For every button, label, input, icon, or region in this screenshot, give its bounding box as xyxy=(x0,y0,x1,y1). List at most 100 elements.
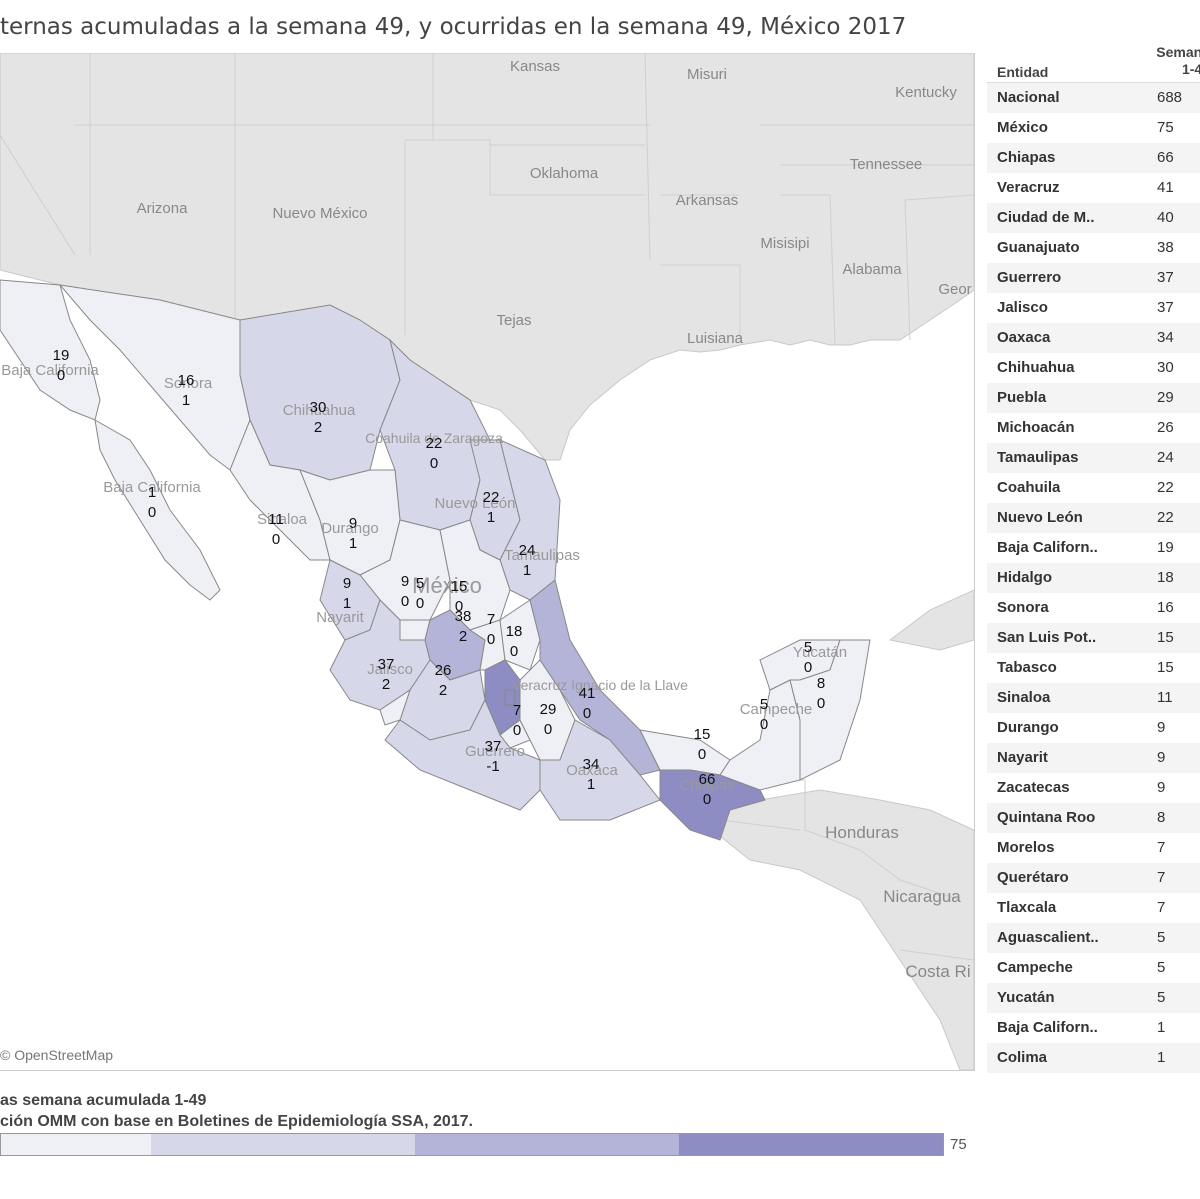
label-misuri: Misuri xyxy=(687,66,727,83)
value-label: 180 xyxy=(506,623,523,660)
header-semana[interactable]: Semana 1-49 xyxy=(1130,44,1200,78)
label-tennessee: Tennessee xyxy=(850,156,923,173)
label-campeche: Campeche xyxy=(740,701,813,718)
table-row[interactable]: Coahuila 22 xyxy=(987,473,1200,503)
svg-text:1: 1 xyxy=(523,562,531,579)
row-entidad: Tamaulipas xyxy=(997,449,1079,466)
table-row[interactable]: Hidalgo 18 xyxy=(987,563,1200,593)
svg-text:7: 7 xyxy=(487,611,495,628)
row-valor: 5 xyxy=(1157,929,1166,946)
svg-text:1: 1 xyxy=(343,595,351,612)
value-label: 150 xyxy=(451,578,468,615)
table-row[interactable]: Tabasco 15 xyxy=(987,653,1200,683)
table-row[interactable]: Nayarit 9 xyxy=(987,743,1200,773)
svg-text:1: 1 xyxy=(148,484,156,501)
label-jalisco: Jalisco xyxy=(367,661,413,678)
row-valor: 40 xyxy=(1157,209,1174,226)
row-entidad: San Luis Pot.. xyxy=(997,629,1097,646)
svg-text:15: 15 xyxy=(451,578,468,595)
label-luisiana: Luisiana xyxy=(687,330,744,347)
table-row[interactable]: Nuevo León 22 xyxy=(987,503,1200,533)
svg-text:24: 24 xyxy=(519,542,536,559)
table-row[interactable]: Tlaxcala 7 xyxy=(987,893,1200,923)
label-alabama: Alabama xyxy=(842,261,902,278)
row-valor: 5 xyxy=(1157,959,1166,976)
svg-text:29: 29 xyxy=(540,701,557,718)
map-attribution[interactable]: © OpenStreetMap xyxy=(0,1047,114,1063)
data-table: Entidad Semana 1-49 Nacional688México75C… xyxy=(987,40,1200,1073)
choropleth-map[interactable]: Kansas Misuri Kentucky Tennessee Oklahom… xyxy=(0,53,975,1071)
mexico-states[interactable] xyxy=(0,279,871,841)
table-row[interactable]: Puebla 29 xyxy=(987,383,1200,413)
table-row[interactable]: Querétaro 7 xyxy=(987,863,1200,893)
table-row[interactable]: Jalisco 37 xyxy=(987,293,1200,323)
row-entidad: Nayarit xyxy=(997,749,1048,766)
label-chihuahua: Chihuahua xyxy=(283,402,356,419)
value-label: 70 xyxy=(513,702,521,739)
table-row[interactable]: Chiapas 66 xyxy=(987,143,1200,173)
svg-text:2: 2 xyxy=(382,676,390,693)
table-row[interactable]: Tamaulipas 24 xyxy=(987,443,1200,473)
svg-text:8: 8 xyxy=(817,675,825,692)
svg-text:0: 0 xyxy=(698,746,706,763)
row-entidad: Chiapas xyxy=(997,149,1056,166)
header-entidad[interactable]: Entidad xyxy=(997,64,1049,80)
row-entidad: México xyxy=(997,119,1048,136)
table-row[interactable]: Morelos 7 xyxy=(987,833,1200,863)
map-canvas[interactable]: Kansas Misuri Kentucky Tennessee Oklahom… xyxy=(0,53,974,1070)
svg-text:37: 37 xyxy=(378,656,395,673)
table-row[interactable]: Yucatán 5 xyxy=(987,983,1200,1013)
table-row[interactable]: Sonora 16 xyxy=(987,593,1200,623)
svg-text:0: 0 xyxy=(583,705,591,722)
table-row[interactable]: Ciudad de M.. 40 xyxy=(987,203,1200,233)
table-row[interactable]: Zacatecas 9 xyxy=(987,773,1200,803)
svg-text:2: 2 xyxy=(439,682,447,699)
row-valor: 7 xyxy=(1157,899,1166,916)
value-label: 262 xyxy=(435,662,452,699)
svg-text:5: 5 xyxy=(804,639,812,656)
svg-text:16: 16 xyxy=(178,372,195,389)
table-row[interactable]: Campeche 5 xyxy=(987,953,1200,983)
row-entidad: Colima xyxy=(997,1049,1048,1066)
table-row[interactable]: Chihuahua 30 xyxy=(987,353,1200,383)
table-row[interactable]: Oaxaca 34 xyxy=(987,323,1200,353)
row-entidad: Tlaxcala xyxy=(997,899,1057,916)
table-row[interactable]: Baja Californ.. 19 xyxy=(987,533,1200,563)
row-valor: 16 xyxy=(1157,599,1174,616)
row-entidad: Yucatán xyxy=(997,989,1055,1006)
legend-swatch-3 xyxy=(415,1134,679,1155)
table-row[interactable]: San Luis Pot.. 15 xyxy=(987,623,1200,653)
row-entidad: Nuevo León xyxy=(997,509,1083,526)
svg-text:0: 0 xyxy=(430,455,438,472)
svg-text:0: 0 xyxy=(817,695,825,712)
table-row[interactable]: Durango 9 xyxy=(987,713,1200,743)
table-row[interactable]: Guanajuato 38 xyxy=(987,233,1200,263)
svg-text:1: 1 xyxy=(182,392,190,409)
table-row[interactable]: Colima 1 xyxy=(987,1043,1200,1073)
table-row[interactable]: Veracruz 41 xyxy=(987,173,1200,203)
row-valor: 1 xyxy=(1157,1019,1166,1036)
table-row[interactable]: Michoacán 26 xyxy=(987,413,1200,443)
table-row[interactable]: Aguascalient.. 5 xyxy=(987,923,1200,953)
label-kansas: Kansas xyxy=(510,58,560,75)
row-entidad: Puebla xyxy=(997,389,1047,406)
table-row[interactable]: Guerrero 37 xyxy=(987,263,1200,293)
svg-text:41: 41 xyxy=(579,685,596,702)
label-honduras: Honduras xyxy=(825,823,899,842)
table-row[interactable]: Nacional 688 xyxy=(987,83,1200,113)
map-title: ternas acumuladas a la semana 49, y ocur… xyxy=(0,14,907,40)
svg-text:0: 0 xyxy=(513,722,521,739)
central-america-landmass xyxy=(698,789,974,1070)
row-entidad: Veracruz xyxy=(997,179,1060,196)
table-row[interactable]: Baja Californ.. 1 xyxy=(987,1013,1200,1043)
row-entidad: Coahuila xyxy=(997,479,1061,496)
row-entidad: Oaxaca xyxy=(997,329,1051,346)
row-valor: 29 xyxy=(1157,389,1174,406)
svg-text:0: 0 xyxy=(57,367,65,384)
row-entidad: Quintana Roo xyxy=(997,809,1096,826)
table-row[interactable]: México 75 xyxy=(987,113,1200,143)
us-state-borders xyxy=(0,53,974,346)
table-row[interactable]: Sinaloa 11 xyxy=(987,683,1200,713)
table-row[interactable]: Quintana Roo 8 xyxy=(987,803,1200,833)
row-entidad: Jalisco xyxy=(997,299,1048,316)
